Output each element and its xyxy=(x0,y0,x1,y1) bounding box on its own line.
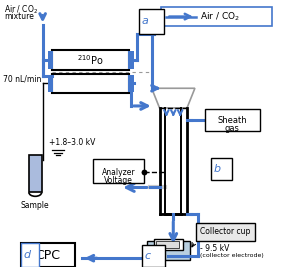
Text: d: d xyxy=(23,250,30,260)
Text: 70 nL/min: 70 nL/min xyxy=(3,75,42,84)
Bar xyxy=(47,51,53,69)
Bar xyxy=(47,75,53,92)
Text: b: b xyxy=(214,164,221,174)
Text: Air / CO$_2$: Air / CO$_2$ xyxy=(4,3,38,16)
Text: - 9.5 kV: - 9.5 kV xyxy=(200,244,229,253)
Bar xyxy=(196,223,255,240)
Bar xyxy=(156,240,179,248)
Bar xyxy=(21,243,39,267)
Bar xyxy=(29,155,42,192)
Bar xyxy=(21,243,75,267)
Bar xyxy=(53,50,129,70)
Bar xyxy=(210,158,232,180)
Text: CPC: CPC xyxy=(35,249,60,262)
Bar xyxy=(53,73,129,93)
Text: (collector electrode): (collector electrode) xyxy=(200,253,264,258)
Text: +1.8–3.0 kV: +1.8–3.0 kV xyxy=(49,138,95,147)
Polygon shape xyxy=(152,88,195,108)
Text: Analyzer: Analyzer xyxy=(101,168,135,177)
Bar xyxy=(128,75,134,92)
Text: a: a xyxy=(142,16,149,26)
Text: Sample: Sample xyxy=(21,201,49,210)
Text: gas: gas xyxy=(225,124,240,133)
Text: mixture: mixture xyxy=(4,12,34,21)
Text: c: c xyxy=(145,251,151,261)
Bar xyxy=(160,7,273,26)
Text: Voltage: Voltage xyxy=(104,176,133,185)
Bar xyxy=(93,159,144,183)
Bar xyxy=(205,109,260,130)
Text: Sheath: Sheath xyxy=(217,116,247,125)
Bar xyxy=(142,245,166,267)
Bar xyxy=(154,239,183,250)
Bar xyxy=(128,51,134,69)
Text: $^{210}$Po: $^{210}$Po xyxy=(78,53,104,67)
Bar xyxy=(147,240,190,260)
Text: Air / CO$_2$: Air / CO$_2$ xyxy=(200,10,240,23)
Bar xyxy=(139,9,164,34)
Text: Collector cup: Collector cup xyxy=(200,227,251,236)
